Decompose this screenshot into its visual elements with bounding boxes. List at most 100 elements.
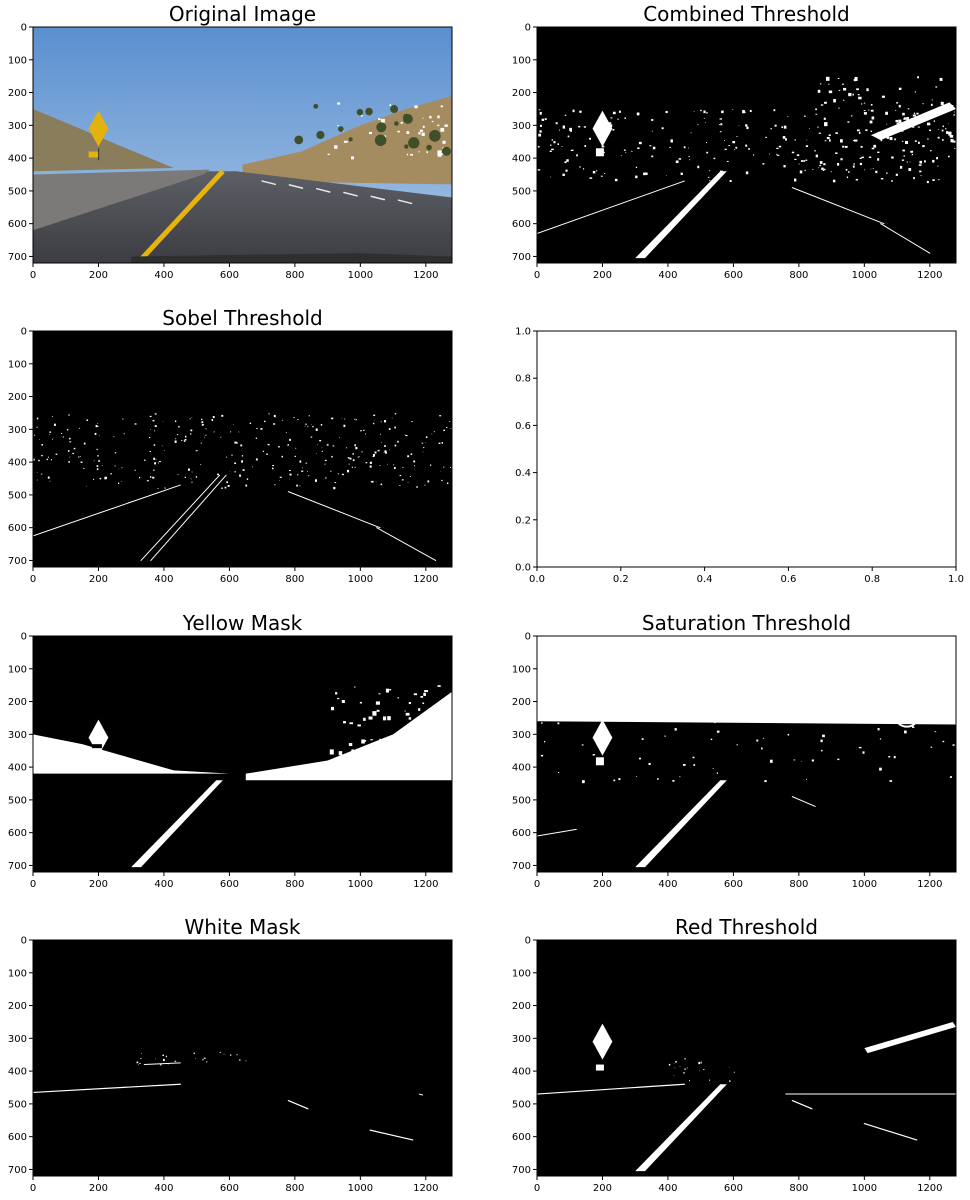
x-tick-label: 0 bbox=[534, 879, 540, 890]
subplot-empty: 0.0 0.2 0.4 0.6 0.8 1.0 0.0 0.2 0.4 0.6 0.8 1.0 bbox=[515, 327, 964, 586]
y-tick-label: 700 bbox=[8, 861, 27, 872]
y-tick-label: 0.4 bbox=[515, 468, 531, 479]
y-tick-label: 200 bbox=[8, 1001, 27, 1012]
y-tick-label: 0 bbox=[525, 936, 531, 947]
y-tick-label: 500 bbox=[8, 490, 27, 501]
x-tick-label: 600 bbox=[220, 270, 239, 281]
y-tick-label: 0.2 bbox=[515, 515, 531, 526]
y-tick-label: 0 bbox=[21, 936, 27, 947]
empty-axes-area bbox=[537, 331, 956, 567]
subplot-sobel-threshold: Sobel Threshold 0 200 400 600 800 1000 1200 0 100… bbox=[8, 306, 453, 585]
y-tick-label: 100 bbox=[512, 55, 531, 66]
y-tick-label: 300 bbox=[8, 425, 27, 436]
y-tick-label: 0.8 bbox=[515, 374, 531, 385]
x-tick-label: 800 bbox=[285, 270, 304, 281]
x-tick-label: 1000 bbox=[852, 879, 877, 890]
image-red-threshold bbox=[537, 940, 956, 1176]
axes-frame bbox=[32, 330, 453, 568]
y-tick-label: 0 bbox=[525, 23, 531, 34]
x-tick-label: 0.8 bbox=[864, 574, 880, 585]
y-tick-label: 400 bbox=[512, 1067, 531, 1078]
axes-frame bbox=[536, 635, 957, 873]
x-tick-label: 0.0 bbox=[529, 574, 545, 585]
y-tick-label: 500 bbox=[512, 1099, 531, 1110]
y-tick-label: 100 bbox=[8, 664, 27, 675]
x-tick-label: 0 bbox=[30, 879, 36, 890]
y-tick-label: 300 bbox=[8, 121, 27, 132]
x-tick-label: 200 bbox=[593, 1183, 612, 1194]
axes-frame bbox=[32, 939, 453, 1177]
y-tick-label: 0.6 bbox=[515, 421, 531, 432]
y-tick-label: 600 bbox=[512, 828, 531, 839]
x-tick-label: 0 bbox=[30, 270, 36, 281]
x-tick-label: 200 bbox=[89, 1183, 108, 1194]
image-saturation-threshold bbox=[537, 636, 956, 872]
y-tick-label: 700 bbox=[512, 252, 531, 263]
y-tick-label: 0 bbox=[21, 327, 27, 338]
subplot-title: Red Threshold bbox=[675, 915, 818, 939]
subplot-red-threshold: Red Threshold 0 200 400 600 800 1000 1200 0 100 20… bbox=[512, 915, 957, 1194]
y-tick-label: 500 bbox=[8, 1099, 27, 1110]
y-tick-label: 300 bbox=[8, 1034, 27, 1045]
image-original-image bbox=[33, 27, 452, 263]
x-tick-label: 200 bbox=[89, 270, 108, 281]
y-tick-label: 200 bbox=[512, 88, 531, 99]
y-tick-label: 700 bbox=[8, 252, 27, 263]
axes-frame bbox=[536, 26, 957, 264]
y-tick-label: 0 bbox=[21, 23, 27, 34]
y-tick-label: 500 bbox=[8, 186, 27, 197]
x-tick-label: 0.6 bbox=[780, 574, 796, 585]
y-tick-label: 600 bbox=[8, 828, 27, 839]
y-tick-label: 200 bbox=[512, 697, 531, 708]
y-tick-label: 1.0 bbox=[515, 327, 531, 338]
subplot-title: Saturation Threshold bbox=[642, 611, 851, 635]
y-tick-label: 200 bbox=[8, 392, 27, 403]
y-tick-label: 100 bbox=[512, 664, 531, 675]
x-tick-label: 0 bbox=[30, 1183, 36, 1194]
x-tick-label: 800 bbox=[789, 1183, 808, 1194]
x-tick-label: 0 bbox=[534, 1183, 540, 1194]
x-tick-label: 1200 bbox=[413, 574, 438, 585]
y-tick-label: 500 bbox=[8, 795, 27, 806]
x-tick-label: 1200 bbox=[917, 1183, 942, 1194]
x-tick-label: 200 bbox=[593, 879, 612, 890]
x-tick-label: 1000 bbox=[852, 1183, 877, 1194]
image-white-mask bbox=[33, 940, 452, 1176]
y-tick-label: 200 bbox=[8, 88, 27, 99]
x-tick-label: 600 bbox=[220, 1183, 239, 1194]
x-tick-label: 1000 bbox=[348, 574, 373, 585]
x-tick-label: 200 bbox=[89, 879, 108, 890]
x-tick-label: 400 bbox=[154, 574, 173, 585]
subplot-title: Sobel Threshold bbox=[162, 306, 322, 330]
y-tick-label: 100 bbox=[512, 968, 531, 979]
y-tick-label: 600 bbox=[512, 1132, 531, 1143]
x-tick-label: 600 bbox=[724, 1183, 743, 1194]
subplot-title: Yellow Mask bbox=[182, 611, 303, 635]
axes-frame bbox=[536, 330, 957, 568]
x-tick-label: 1200 bbox=[413, 1183, 438, 1194]
x-tick-label: 800 bbox=[789, 270, 808, 281]
y-tick-label: 300 bbox=[512, 730, 531, 741]
x-tick-label: 800 bbox=[285, 574, 304, 585]
y-tick-label: 0 bbox=[525, 632, 531, 643]
x-tick-label: 200 bbox=[89, 574, 108, 585]
subplot-original-image: Original Image 0 200 400 600 800 1000 1200 0 100 2… bbox=[8, 2, 453, 281]
y-tick-label: 200 bbox=[8, 697, 27, 708]
y-tick-label: 400 bbox=[8, 458, 27, 469]
y-tick-label: 100 bbox=[8, 359, 27, 370]
x-tick-label: 1200 bbox=[413, 879, 438, 890]
y-tick-label: 500 bbox=[512, 186, 531, 197]
x-tick-label: 400 bbox=[658, 879, 677, 890]
x-tick-label: 1.0 bbox=[948, 574, 964, 585]
x-tick-label: 400 bbox=[154, 1183, 173, 1194]
y-tick-label: 300 bbox=[512, 121, 531, 132]
y-tick-label: 400 bbox=[512, 154, 531, 165]
x-tick-label: 800 bbox=[285, 879, 304, 890]
y-tick-label: 600 bbox=[8, 219, 27, 230]
x-tick-label: 600 bbox=[220, 574, 239, 585]
y-tick-label: 300 bbox=[8, 730, 27, 741]
x-tick-label: 600 bbox=[220, 879, 239, 890]
y-tick-label: 400 bbox=[8, 1067, 27, 1078]
x-tick-label: 1000 bbox=[348, 879, 373, 890]
